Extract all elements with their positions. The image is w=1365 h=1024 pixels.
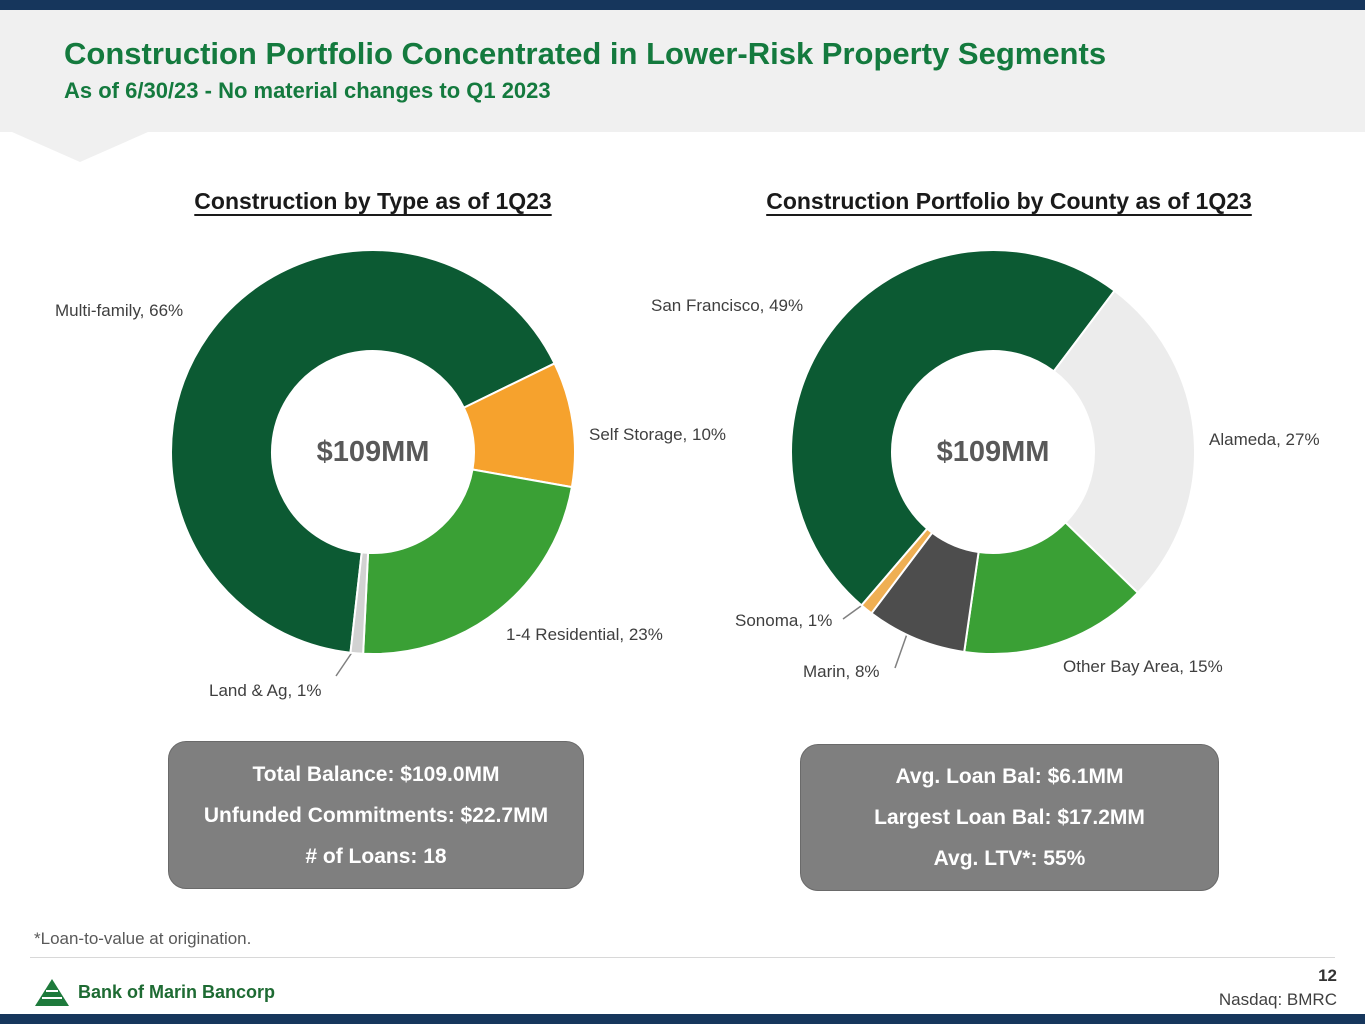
donut-center-value-right: $109MM	[936, 436, 1050, 468]
donut-segment-other-bay-area	[963, 521, 1139, 655]
county-summary-box: Avg. Loan Bal: $6.1MM Largest Loan Bal: …	[800, 744, 1219, 891]
chart-title-portfolio-by-county: Construction Portfolio by County as of 1…	[766, 188, 1252, 214]
donut-segment-san-francisco	[790, 249, 1116, 607]
segment-label-1-4-residential: 1-4 Residential, 23%	[506, 625, 663, 644]
avg-ltv-line: Avg. LTV*: 55%	[933, 847, 1086, 870]
unfunded-commitments-line: Unfunded Commitments: $22.7MM	[203, 803, 549, 827]
logo-text: Bank of Marin Bancorp	[78, 981, 276, 1002]
segment-label-other-bay-area: Other Bay Area, 15%	[1063, 657, 1223, 676]
type-summary-box: Total Balance: $109.0MM Unfunded Commitm…	[168, 741, 584, 889]
mountain-logo-icon	[35, 979, 69, 1006]
county-donut-chart	[790, 249, 1196, 669]
ticker: Nasdaq: BMRC	[1218, 990, 1337, 1009]
chart-title-construction-by-type: Construction by Type as of 1Q23	[194, 188, 552, 214]
segment-label-marin: Marin, 8%	[803, 662, 880, 681]
segment-label-san-francisco: San Francisco, 49%	[651, 296, 804, 315]
segment-label-alameda: Alameda, 27%	[1209, 430, 1320, 449]
segment-label-multi-family: Multi-family, 66%	[55, 301, 184, 320]
bottom-accent-bar	[0, 1014, 1365, 1024]
header-banner-tail	[12, 132, 148, 162]
donut-segment-multi-family	[170, 249, 556, 654]
footnote: *Loan-to-value at origination.	[34, 929, 252, 948]
donut-segment-sonoma	[860, 527, 934, 615]
bank-of-marin-logo: Bank of Marin Bancorp	[34, 976, 275, 1008]
construction-type-donut-chart	[170, 249, 576, 677]
top-accent-bar	[0, 0, 1365, 10]
donut-center-value-left: $109MM	[316, 436, 430, 468]
donut-segment-land-ag	[349, 551, 370, 655]
largest-loan-bal-line: Largest Loan Bal: $17.2MM	[874, 806, 1145, 829]
page-title: Construction Portfolio Concentrated in L…	[64, 36, 1107, 71]
sonoma-leader-line	[842, 605, 862, 620]
total-balance-line: Total Balance: $109.0MM	[252, 762, 500, 786]
marin-leader-line	[894, 633, 908, 669]
segment-label-sonoma: Sonoma, 1%	[735, 611, 833, 630]
segment-label-self-storage: Self Storage, 10%	[589, 425, 727, 444]
donut-segment-1-4-residential	[362, 468, 573, 655]
page-subtitle: As of 6/30/23 - No material changes to Q…	[64, 78, 551, 103]
loan-count-line: # of Loans: 18	[305, 844, 447, 868]
header-banner	[0, 10, 1365, 132]
avg-loan-bal-line: Avg. Loan Bal: $6.1MM	[895, 765, 1124, 788]
footer-divider	[30, 957, 1335, 958]
segment-label-land-ag: Land & Ag, 1%	[209, 681, 322, 700]
page-number: 12	[1318, 966, 1337, 985]
donut-segment-alameda	[1052, 289, 1196, 594]
